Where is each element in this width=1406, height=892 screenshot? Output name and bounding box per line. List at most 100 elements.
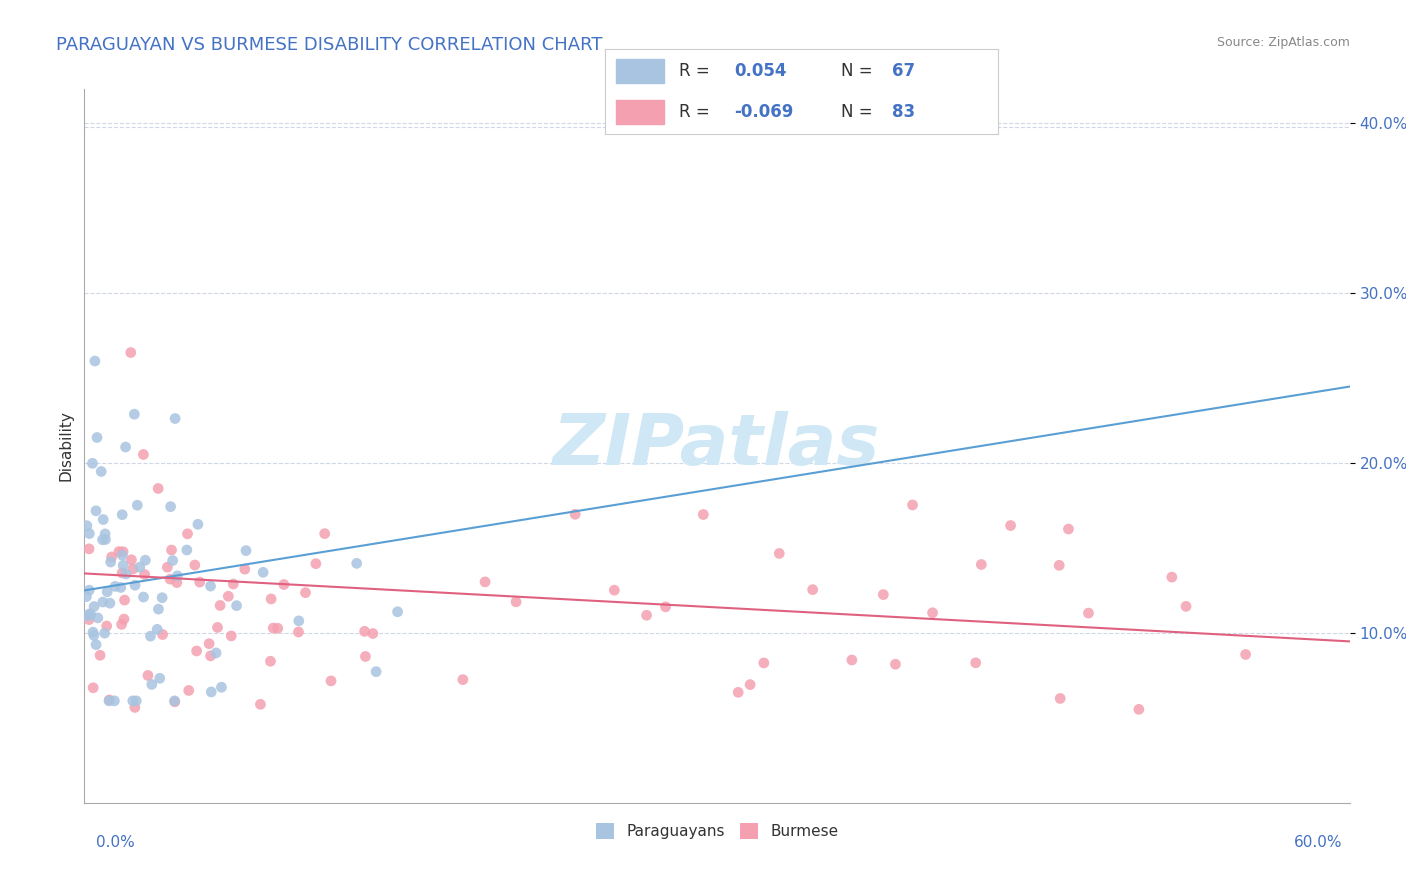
Point <box>98 693 121 707</box>
Point <box>564 508 586 522</box>
Point <box>233 562 256 576</box>
Point <box>235 543 257 558</box>
Point <box>474 574 496 589</box>
Legend: Paraguayans, Burmese: Paraguayans, Burmese <box>589 817 845 845</box>
Point <box>187 517 209 532</box>
Text: R =: R = <box>679 103 710 120</box>
Text: 67: 67 <box>891 62 915 80</box>
FancyBboxPatch shape <box>616 59 664 83</box>
Point <box>970 558 993 572</box>
Point <box>1128 702 1150 716</box>
Point <box>636 608 658 623</box>
Point <box>76 609 98 624</box>
Point <box>91 533 114 547</box>
Point <box>366 665 388 679</box>
Point <box>768 546 790 560</box>
Point <box>207 620 229 634</box>
Point <box>222 577 245 591</box>
Point <box>96 584 118 599</box>
Point <box>122 562 145 576</box>
Point <box>112 612 135 626</box>
Point <box>654 599 676 614</box>
Point <box>112 545 135 559</box>
Point <box>361 626 384 640</box>
Text: 60.0%: 60.0% <box>1295 836 1343 850</box>
Point <box>166 569 188 583</box>
Point <box>150 591 173 605</box>
Point <box>80 607 103 622</box>
Point <box>148 602 170 616</box>
Point <box>252 566 274 580</box>
Point <box>209 599 232 613</box>
Text: 0.0%: 0.0% <box>96 836 135 850</box>
Point <box>305 557 328 571</box>
Point <box>603 583 626 598</box>
Point <box>152 627 174 641</box>
Point <box>83 628 105 642</box>
Point <box>160 543 183 558</box>
Point <box>104 579 127 593</box>
Point <box>121 694 143 708</box>
Point <box>112 558 135 573</box>
Point <box>110 617 132 632</box>
Point <box>163 694 186 708</box>
Point <box>141 677 163 691</box>
Point <box>111 566 134 580</box>
Point <box>156 560 179 574</box>
Point <box>159 572 181 586</box>
Point <box>91 595 114 609</box>
Point <box>1057 522 1080 536</box>
Point <box>127 498 149 512</box>
Point <box>288 614 311 628</box>
Point <box>114 593 136 607</box>
Point <box>98 596 121 610</box>
Point <box>211 680 233 694</box>
Point <box>83 599 105 614</box>
Point <box>314 526 336 541</box>
Point <box>86 430 108 444</box>
Point <box>692 508 714 522</box>
Point <box>76 518 98 533</box>
Point <box>115 566 138 581</box>
Point <box>120 553 142 567</box>
Point <box>103 694 125 708</box>
Point <box>82 456 104 470</box>
Point <box>1047 558 1070 573</box>
Text: PARAGUAYAN VS BURMESE DISABILITY CORRELATION CHART: PARAGUAYAN VS BURMESE DISABILITY CORRELA… <box>56 36 603 54</box>
Point <box>1175 599 1198 614</box>
Point <box>1077 606 1099 620</box>
Text: 83: 83 <box>891 103 915 120</box>
Point <box>96 619 118 633</box>
Point <box>901 498 924 512</box>
Point <box>159 500 181 514</box>
Point <box>872 588 894 602</box>
Point <box>98 694 121 708</box>
Point <box>346 557 368 571</box>
Point <box>93 626 115 640</box>
Point <box>114 440 136 454</box>
Point <box>87 611 110 625</box>
Point <box>79 526 101 541</box>
Point <box>136 668 159 682</box>
Point <box>884 657 907 672</box>
Point <box>146 623 169 637</box>
Point <box>801 582 824 597</box>
Point <box>1049 691 1071 706</box>
Text: 0.054: 0.054 <box>734 62 787 80</box>
Point <box>84 354 107 368</box>
Point <box>82 681 104 695</box>
Point <box>124 578 146 592</box>
Text: N =: N = <box>841 62 872 80</box>
Point <box>451 673 474 687</box>
Point <box>219 629 242 643</box>
Text: N =: N = <box>841 103 872 120</box>
Point <box>1234 648 1257 662</box>
Point <box>176 543 198 558</box>
Point <box>184 558 207 572</box>
Point <box>200 579 222 593</box>
Point <box>841 653 863 667</box>
Point <box>205 646 228 660</box>
Point <box>249 698 271 712</box>
Point <box>77 613 100 627</box>
Point <box>91 512 114 526</box>
